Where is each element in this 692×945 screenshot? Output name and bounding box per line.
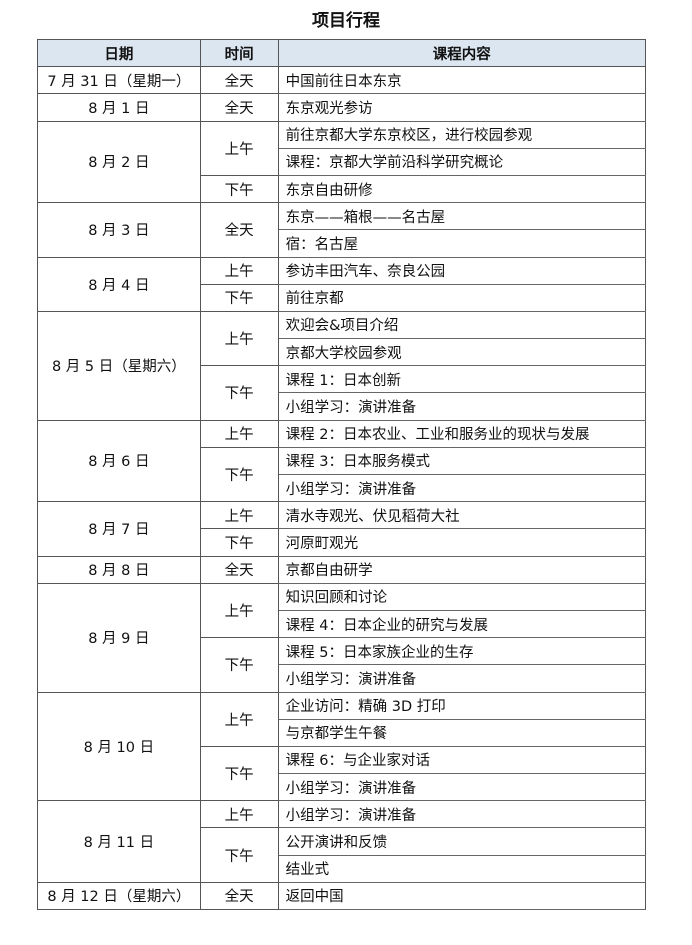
time-cell: 上午	[199, 419, 279, 448]
header-content: 课程内容	[277, 38, 647, 68]
time-cell: 上午	[199, 800, 279, 829]
content-cell: 参访丰田汽车、奈良公园	[277, 256, 647, 285]
content-cell: 前往京都	[277, 283, 647, 312]
content-cell: 小组学习：演讲准备	[277, 392, 647, 421]
time-cell: 下午	[199, 365, 279, 421]
content-cell: 欢迎会&项目介绍	[277, 310, 647, 340]
content-cell: 京都大学校园参观	[277, 338, 647, 367]
table-row: 8 月 9 日上午 知识回顾和讨论	[37, 582, 647, 693]
time-cell: 全天	[199, 66, 279, 95]
content-cell: 课程 2：日本农业、工业和服务业的现状与发展	[277, 419, 647, 448]
date-cell: 8 月 10 日	[37, 691, 201, 802]
content-cell: 京都自由研学	[277, 555, 647, 584]
time-cell: 上午	[199, 256, 279, 285]
content-cell: 前往京都大学东京校区，进行校园参观	[277, 120, 647, 149]
time-cell: 上午	[199, 310, 279, 367]
itinerary-table: 日期 时间 课程内容 7 月 31 日（星期一） 全天 中国前往日本东京 8 月 1 …	[37, 38, 647, 911]
time-cell: 上午	[199, 582, 279, 639]
date-cell: 8 月 7 日	[37, 501, 201, 557]
table-row: 小组学习：演讲准备	[38, 392, 647, 421]
content-cell: 课程 6：与企业家对话	[277, 745, 647, 775]
content-cell: 河原町观光	[277, 528, 647, 557]
table-row: 小组学习：演讲准备	[38, 473, 647, 503]
page-title: 项目行程	[312, 11, 380, 31]
content-cell: 课程：京都大学前沿科学研究概论	[277, 147, 647, 176]
table-row: 结业式	[38, 854, 647, 883]
time-cell: 全天	[199, 555, 279, 584]
table-row: 下午 前往京都	[38, 283, 647, 312]
table-row: 宿：名古屋	[38, 229, 647, 258]
date-cell: 8 月 9 日	[37, 582, 201, 693]
table-row: 课程 4：日本企业的研究与发展	[38, 609, 647, 639]
date-cell: 8 月 11 日	[37, 800, 201, 883]
table-row: 下午 课程 3：日本服务模式	[38, 446, 647, 503]
date-cell: 8 月 5 日（星期六）	[37, 310, 201, 421]
table-row: 7 月 31 日（星期一） 全天 中国前往日本东京	[37, 66, 647, 95]
table-row: 京都大学校园参观	[38, 338, 647, 367]
content-cell: 东京观光参访	[277, 93, 647, 122]
content-cell: 课程 4：日本企业的研究与发展	[277, 609, 647, 639]
content-cell: 宿：名古屋	[277, 229, 647, 258]
content-cell: 课程 5：日本家族企业的生存	[277, 637, 647, 666]
content-cell: 课程 3：日本服务模式	[277, 446, 647, 476]
table-row: 8 月 10 日上午 企业访问：精确 3D 打印	[37, 691, 647, 802]
time-cell: 全天	[199, 881, 279, 911]
date-cell: 8 月 4 日	[37, 256, 201, 312]
table-row: 下午 课程 1：日本创新	[38, 365, 647, 421]
content-cell: 返回中国	[277, 881, 647, 911]
content-cell: 知识回顾和讨论	[277, 582, 647, 611]
content-cell: 与京都学生午餐	[277, 718, 647, 747]
date-cell: 7 月 31 日（星期一）	[37, 66, 201, 95]
content-cell: 东京——箱根——名古屋	[277, 202, 647, 231]
itinerary-body: 7 月 31 日（星期一） 全天 中国前往日本东京 8 月 1 日全天 东京观光参访 8 …	[37, 66, 647, 911]
table-row: 8 月 8 日全天 京都自由研学	[37, 555, 647, 584]
time-cell: 上午	[199, 120, 279, 176]
content-cell: 小组学习：演讲准备	[277, 473, 647, 503]
time-cell: 下午	[199, 637, 279, 693]
table-row: 与京都学生午餐	[38, 718, 647, 747]
time-cell: 全天	[199, 93, 279, 122]
table-row: 8 月 4 日上午 参访丰田汽车、奈良公园	[37, 256, 647, 312]
table-row: 8 月 7 日上午 清水寺观光、伏见稻荷大社	[37, 501, 647, 557]
content-cell: 企业访问：精确 3D 打印	[277, 691, 647, 720]
header-row: 日期 时间 课程内容	[37, 38, 647, 68]
content-cell: 东京自由研修	[277, 174, 647, 204]
time-cell: 下午	[199, 174, 279, 204]
table-row: 8 月 3 日全天 东京——箱根——名古屋	[37, 202, 647, 258]
time-cell: 下午	[199, 528, 279, 557]
content-cell: 结业式	[277, 854, 647, 883]
time-cell: 上午	[199, 501, 279, 530]
date-cell: 8 月 1 日	[37, 93, 201, 122]
table-row: 8 月 2 日上午 前往京都大学东京校区，进行校园参观	[37, 120, 647, 204]
header-date: 日期	[37, 38, 201, 68]
date-cell: 8 月 6 日	[37, 419, 201, 503]
content-cell: 小组学习：演讲准备	[277, 800, 647, 829]
table-row: 8 月 12 日（星期六） 全天 返回中国	[37, 881, 647, 911]
table-row: 下午 河原町观光	[38, 528, 647, 557]
date-cell: 8 月 8 日	[37, 555, 201, 584]
content-cell: 小组学习：演讲准备	[277, 664, 647, 693]
date-cell: 8 月 12 日（星期六）	[37, 881, 201, 911]
table-row: 8 月 6 日上午 课程 2：日本农业、工业和服务业的现状与发展	[37, 419, 647, 503]
table-row: 8 月 1 日全天 东京观光参访	[37, 93, 647, 122]
time-cell: 上午	[199, 691, 279, 747]
header-time: 时间	[199, 38, 279, 68]
content-cell: 课程 1：日本创新	[277, 365, 647, 394]
table-row: 8 月 11 日上午 小组学习：演讲准备	[37, 800, 647, 883]
date-cell: 8 月 3 日	[37, 202, 201, 258]
time-cell: 下午	[199, 827, 279, 883]
content-cell: 中国前往日本东京	[277, 66, 647, 95]
table-row: 课程：京都大学前沿科学研究概论	[38, 147, 647, 176]
time-cell: 下午	[199, 283, 279, 312]
table-row: 8 月 5 日（星期六） 上午 欢迎会&项目介绍	[37, 310, 647, 421]
content-cell: 公开演讲和反馈	[277, 827, 647, 856]
date-cell: 8 月 2 日	[37, 120, 201, 204]
content-cell: 清水寺观光、伏见稻荷大社	[277, 501, 647, 530]
content-cell: 小组学习：演讲准备	[277, 773, 647, 802]
time-cell: 下午	[199, 745, 279, 802]
time-cell: 下午	[199, 446, 279, 503]
time-cell: 全天	[199, 202, 279, 258]
table-row: 下午 公开演讲和反馈	[38, 827, 647, 883]
